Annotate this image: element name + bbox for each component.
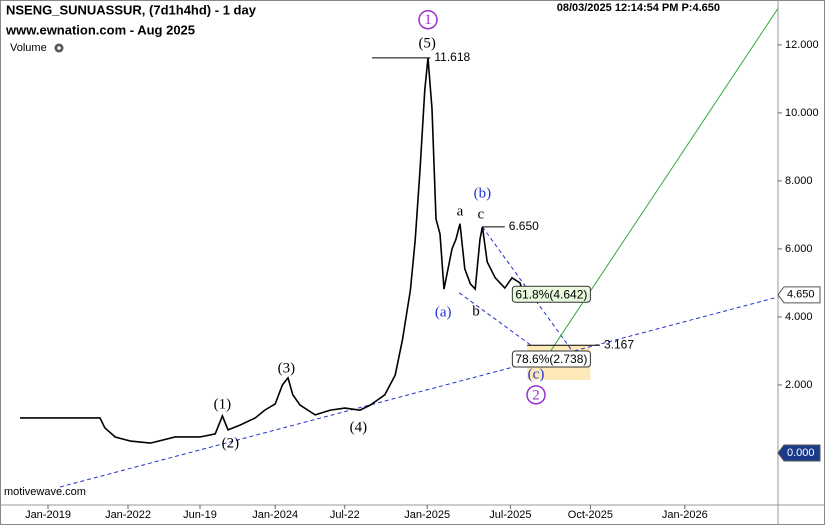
y-tick-label: 8.000: [785, 175, 813, 187]
y-tick-label: 4.000: [785, 311, 813, 323]
wave-label: 2: [532, 387, 540, 403]
x-tick-label: Jan-2026: [662, 509, 708, 521]
level-box: [511, 350, 591, 368]
x-tick-label: Jul-2025: [489, 509, 531, 521]
wave-label: (a): [435, 304, 452, 320]
watermark: motivewave.com: [4, 486, 86, 498]
wave-label: (b): [474, 185, 492, 201]
chart-title: NSENG_SUNUASSUR, (7d1h4hd) - 1 day: [6, 2, 257, 17]
trendline: [458, 292, 531, 346]
wave-label: b: [472, 303, 480, 319]
level-label: 78.6%(2.738): [515, 352, 587, 366]
x-tick-label: Oct-2025: [568, 509, 613, 521]
price-tag: [777, 444, 821, 462]
level-label: 3.167: [604, 337, 634, 351]
timestamp: 08/03/2025 12:14:54 PM P:4.650: [557, 2, 720, 14]
subtitle: www.ewnation.com - Aug 2025: [5, 22, 195, 37]
wave-label: (5): [418, 35, 436, 51]
x-tick-label: Jun-19: [183, 509, 217, 521]
y-tick-label: 6.000: [785, 243, 813, 255]
price-tag-label: 0.000: [787, 447, 815, 459]
wave-circle: [526, 385, 546, 405]
wave-label: (4): [350, 420, 368, 436]
wave-label: (2): [222, 436, 240, 452]
x-tick-label: Jan-2022: [105, 509, 151, 521]
level-box: [511, 285, 591, 303]
x-tick-label: Jul-22: [330, 509, 360, 521]
wave-label: c: [477, 206, 484, 222]
level-label: 6.650: [509, 219, 539, 233]
x-tick-label: Jan-2025: [404, 509, 450, 521]
y-tick-label: 10.000: [785, 107, 819, 119]
price-tag-label: 4.650: [787, 289, 815, 301]
wave-label: (c): [528, 367, 545, 383]
level-label: 11.618: [434, 50, 470, 64]
x-tick-label: Jan-2024: [252, 509, 298, 521]
price-tag: [777, 286, 821, 304]
wave-label: (1): [214, 396, 232, 412]
wave-label: 1: [424, 12, 432, 28]
volume-label: Volume: [10, 42, 47, 54]
trendline: [59, 296, 778, 488]
wave-circle: [418, 9, 438, 30]
x-tick-label: Jan-2019: [25, 509, 71, 521]
y-tick-label: 12.000: [785, 39, 819, 51]
price-line: [20, 57, 531, 444]
settings-icon[interactable]: [54, 43, 64, 53]
wave-label: (3): [278, 360, 296, 376]
level-label: 61.8%(4.642): [515, 287, 587, 301]
wave-label: a: [457, 203, 464, 219]
y-tick-label: 2.000: [785, 379, 813, 391]
